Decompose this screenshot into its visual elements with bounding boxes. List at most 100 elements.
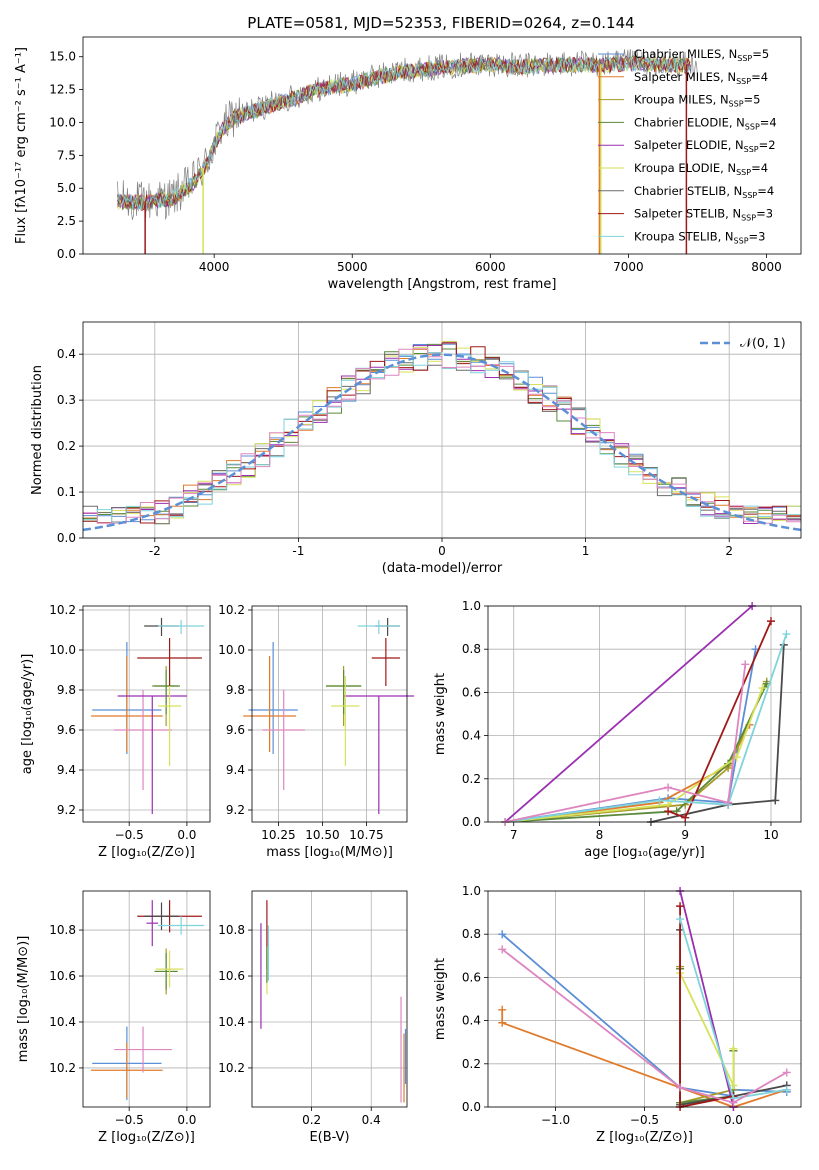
x-tick-label: 6000 xyxy=(475,260,506,274)
errorbars-mass-vs-EBV xyxy=(260,900,407,1103)
y-tick-label: 9.4 xyxy=(57,763,76,777)
y-tick-label: 9.6 xyxy=(57,723,76,737)
legend-subscript: SSP xyxy=(736,77,751,86)
y-axis-label: age [log₁₀(age/yr)] xyxy=(20,654,35,775)
y-tick-label: 10.0 xyxy=(218,643,245,657)
y-tick-label: 9.8 xyxy=(57,683,76,697)
y-tick-label: 10.2 xyxy=(218,1061,245,1075)
x-tick-label: 2 xyxy=(725,544,733,558)
histogram-8 xyxy=(83,348,801,524)
legend-subscript: SSP xyxy=(736,168,751,177)
x-tick-label: -1 xyxy=(292,544,304,558)
x-axis-label: (data-model)/error xyxy=(382,561,503,576)
series-line xyxy=(650,644,785,823)
series-marker xyxy=(724,798,733,807)
legend-label: Salpeter ELODIE, NSSP=2 xyxy=(634,138,776,154)
y-tick-label: 0.1 xyxy=(57,485,76,499)
legend-label: Kroupa ELODIE, NSSP=4 xyxy=(634,161,768,177)
legend-subscript: SSP xyxy=(737,54,752,63)
frame-residuals xyxy=(82,321,802,539)
x-tick-label: 10.75 xyxy=(349,828,383,842)
y-tick-label: 9.6 xyxy=(226,723,245,737)
y-tick-label: 0.0 xyxy=(462,815,481,829)
y-tick-label: 0.2 xyxy=(462,772,481,786)
model-spectrum-7 xyxy=(117,54,691,212)
legend-count: =4 xyxy=(751,161,768,175)
series-marker xyxy=(758,684,767,693)
series-marker xyxy=(729,1098,738,1107)
series-marker xyxy=(676,915,685,924)
y-tick-label: 10.6 xyxy=(49,969,76,983)
series-marker xyxy=(741,660,750,669)
x-tick-label: 10.50 xyxy=(305,828,339,842)
spectrum-layer xyxy=(117,48,698,254)
chart-title: PLATE=0581, MJD=52353, FIBERID=0264, z=0… xyxy=(247,14,634,32)
errorbars-mass-vs-Z xyxy=(91,900,205,1101)
y-tick-label: 0.0 xyxy=(462,1100,481,1114)
series-marker xyxy=(664,807,673,816)
y-tick-label: 0.8 xyxy=(462,642,481,656)
series-marker xyxy=(664,783,673,792)
frame-age-vs-Z xyxy=(82,605,211,823)
x-tick-label: 8000 xyxy=(751,260,782,274)
y-tick-label: 10.2 xyxy=(218,603,245,617)
y-tick-label: 0.3 xyxy=(57,393,76,407)
y-tick-label: 1.0 xyxy=(462,884,481,898)
x-tick-label: 0.0 xyxy=(177,1113,196,1127)
series-marker xyxy=(676,1083,685,1092)
y-tick-label: 10.4 xyxy=(49,1015,76,1029)
legend-label: Salpeter STELIB, NSSP=3 xyxy=(634,207,773,223)
series-line xyxy=(505,633,788,823)
series-marker xyxy=(771,796,780,805)
series-marker xyxy=(729,1044,738,1053)
y-tick-label: 10.2 xyxy=(49,1061,76,1075)
series-line xyxy=(501,948,788,1104)
x-axis-label: age [log₁₀(age/yr)] xyxy=(584,845,705,860)
legend-subscript: SSP xyxy=(741,214,756,223)
y-tick-label: 0.4 xyxy=(462,1014,481,1028)
legend-count: =3 xyxy=(756,207,773,221)
series-line xyxy=(504,605,753,823)
series-marker xyxy=(766,617,775,626)
model-spectrum-8 xyxy=(117,54,691,211)
lines-massweight-vs-Z xyxy=(498,887,791,1111)
x-tick-label: −0.5 xyxy=(115,828,144,842)
legend-label: Chabrier MILES, NSSP=5 xyxy=(634,47,769,63)
y-tick-label: 10.2 xyxy=(49,603,76,617)
y-axis-label: mass weight xyxy=(433,958,448,1040)
series-marker xyxy=(498,930,507,939)
normal-curve-line xyxy=(82,353,802,532)
y-tick-label: 0.4 xyxy=(57,347,76,361)
y-tick-label: 10.8 xyxy=(49,923,76,937)
x-tick-label: 10 xyxy=(763,828,778,842)
y-tick-label: 15.0 xyxy=(49,50,76,64)
x-axis-label: E(B-V) xyxy=(309,1130,349,1145)
y-tick-label: 10.8 xyxy=(218,923,245,937)
errorbars-age-vs-mass xyxy=(243,618,415,814)
legend-subscript: SSP xyxy=(742,191,757,200)
legend-count: =3 xyxy=(749,229,766,243)
x-tick-label: 7 xyxy=(510,828,518,842)
y-axis-label: Normed distribution xyxy=(30,365,45,495)
frame-age-vs-mass xyxy=(251,605,408,823)
x-tick-label: 1 xyxy=(582,544,590,558)
y-tick-label: 9.8 xyxy=(226,683,245,697)
series-line xyxy=(505,687,764,823)
errorbars-age-vs-Z xyxy=(91,618,205,814)
series-marker xyxy=(782,1085,791,1094)
y-tick-label: 9.2 xyxy=(226,803,245,817)
y-tick-label: 0.2 xyxy=(462,1057,481,1071)
legend-label: Kroupa MILES, NSSP=5 xyxy=(634,93,760,109)
y-tick-label: 1.0 xyxy=(462,599,481,613)
x-axis-label: Z [log₁₀(Z/Z⊙)] xyxy=(596,1130,693,1145)
legend-subscript: SSP xyxy=(745,122,760,131)
frame-mass-vs-Z xyxy=(82,890,211,1108)
x-tick-label: −1.0 xyxy=(541,1113,570,1127)
y-tick-label: 9.4 xyxy=(226,763,245,777)
y-tick-label: 12.5 xyxy=(49,83,76,97)
y-tick-label: 0.2 xyxy=(57,439,76,453)
series-marker xyxy=(498,945,507,954)
x-axis-label: Z [log₁₀(Z/Z⊙)] xyxy=(98,845,195,860)
x-axis-label: mass [log₁₀(M/M⊙)] xyxy=(266,845,393,860)
